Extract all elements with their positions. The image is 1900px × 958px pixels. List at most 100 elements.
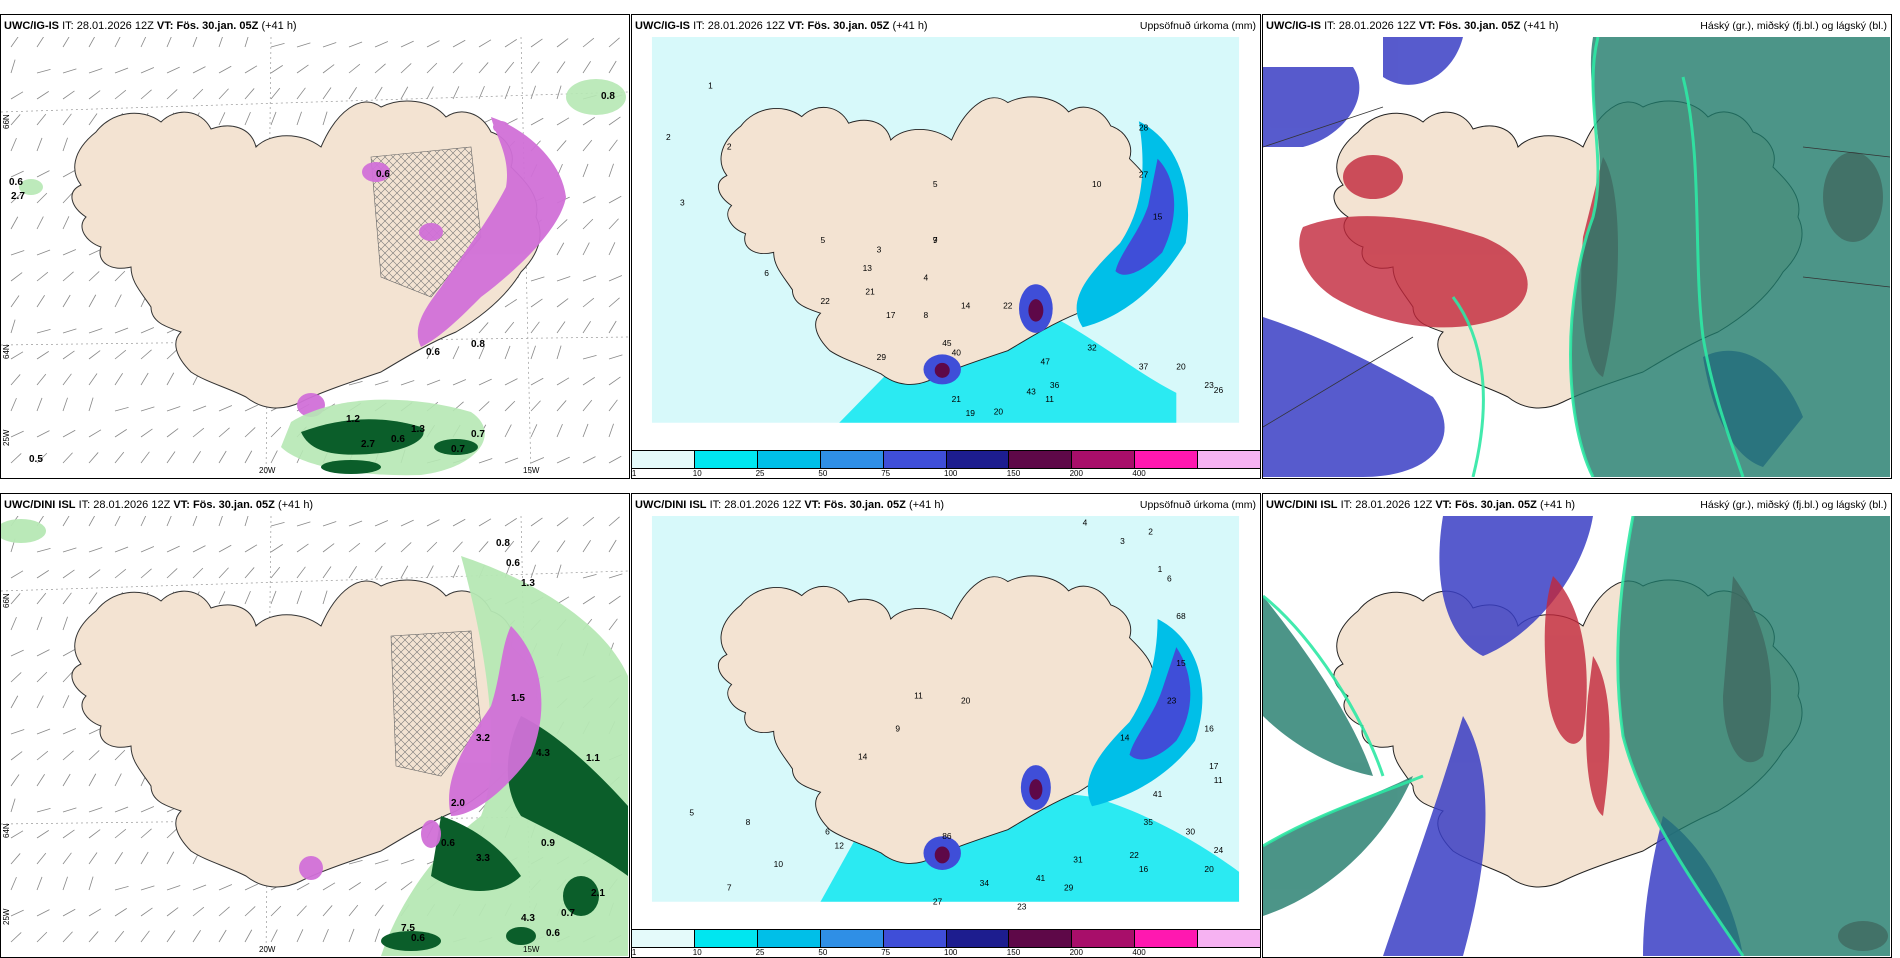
wind-barb [62, 547, 77, 553]
wind-barb [374, 520, 389, 527]
wind-barb [530, 298, 543, 308]
value-label: 11 [914, 691, 923, 701]
wind-barb [452, 62, 463, 74]
wind-barb [36, 830, 49, 839]
legend-swatch [1009, 930, 1073, 947]
panel-clouds-igis: UWC/IG-IS IT: 28.01.2026 12Z VT: Fös. 30… [1262, 14, 1892, 479]
wind-barb [556, 540, 566, 553]
wind-barb [270, 590, 277, 605]
wind-barb [582, 139, 593, 152]
wind-barb [114, 568, 127, 579]
wind-barb [270, 450, 278, 464]
wind-barb [556, 276, 571, 282]
value-label: 13 [863, 263, 873, 273]
wind-barb [478, 378, 492, 386]
wind-barb [36, 570, 49, 579]
wind-barb [556, 140, 567, 152]
value-label: 9 [895, 723, 900, 733]
legend-swatch [883, 451, 947, 468]
panel-wind-precip-igis: UWC/IG-IS IT: 28.01.2026 12Z VT: Fös. 30… [0, 14, 630, 479]
wind-barb [608, 399, 618, 412]
wind-barb [478, 345, 485, 360]
precip-extreme [934, 779, 1043, 864]
it-label: IT: [78, 499, 91, 511]
value-label: 5 [933, 179, 938, 189]
value-label: 0.7 [451, 444, 465, 455]
high-cloud-edge [1451, 37, 1745, 477]
panel-header: UWC/IG-IS IT: 28.01.2026 12Z VT: Fös. 30… [1263, 15, 1891, 37]
it-label: IT: [1324, 20, 1336, 32]
wind-barb [62, 169, 76, 178]
value-label: 0.6 [391, 434, 405, 445]
panel-wind-precip-dini: UWC/DINI ISL IT: 28.01.2026 12Z VT: Fös.… [0, 493, 630, 958]
wind-barb [452, 379, 467, 386]
wind-barb [582, 163, 589, 178]
value-label: 8 [746, 817, 751, 827]
wind-barb [270, 65, 283, 74]
wind-barb [608, 195, 622, 204]
wind-barb [426, 86, 434, 100]
wind-barb [426, 519, 440, 527]
wind-barb [504, 540, 515, 553]
wind-barb [582, 456, 596, 464]
wind-barb [270, 544, 283, 553]
wind-barb [270, 87, 281, 100]
wind-barb [348, 566, 357, 579]
wind-barb [166, 37, 172, 48]
wind-barb [608, 297, 620, 308]
legend-swatch [820, 930, 884, 947]
value-label: 45 [942, 338, 952, 348]
wind-barb [62, 616, 68, 631]
wind-barb [556, 242, 565, 256]
legend-tick: 25 [755, 469, 765, 478]
wind-barb [10, 272, 23, 282]
wind-barb [400, 63, 412, 74]
wind-barb [114, 327, 129, 334]
wind-barb [426, 565, 434, 579]
wind-barb [10, 729, 25, 735]
wind-barb [166, 428, 179, 438]
legend-tick: 100 [944, 469, 958, 478]
wind-barb [192, 545, 206, 553]
wind-barb [166, 828, 178, 839]
wind-barb [36, 68, 51, 74]
wind-barb [10, 319, 16, 334]
legend-swatch [757, 930, 821, 947]
value-label: 14 [961, 301, 971, 311]
wind-barb [140, 568, 152, 579]
wind-barb [400, 565, 409, 579]
wind-barb [10, 193, 22, 204]
value-label: 0.8 [496, 538, 510, 549]
wind-barb [296, 929, 304, 943]
value-label: 47 [1041, 357, 1051, 367]
wind-barb [582, 573, 597, 579]
value-label: 7 [727, 883, 732, 893]
panel-header: UWC/DINI ISL IT: 28.01.2026 12Z VT: Fös.… [1263, 494, 1891, 516]
wind-barb [478, 39, 492, 48]
wind-barb [36, 295, 45, 308]
wind-barb [166, 66, 180, 74]
wind-barb [10, 137, 17, 152]
value-label: 23 [1167, 695, 1177, 705]
wind-barb [218, 112, 226, 126]
wind-barb [166, 451, 176, 464]
wind-barb [322, 111, 328, 126]
wind-barb [556, 61, 566, 74]
wind-barb [62, 852, 72, 865]
wind-barb [556, 117, 570, 126]
wind-barb [322, 590, 328, 605]
wind-barb [244, 65, 258, 74]
wind-barb [218, 929, 227, 943]
wind-barb [244, 906, 256, 917]
wind-barb [62, 516, 70, 527]
lat-label-64n: 64N [2, 344, 11, 359]
value-label: 1.3 [521, 578, 535, 589]
wind-barb [88, 547, 103, 553]
wind-barb [608, 218, 619, 230]
wind-barb [36, 876, 43, 891]
wind-barb [244, 111, 251, 126]
wind-barb [322, 87, 332, 100]
wind-barb [348, 882, 361, 891]
wind-barb [582, 354, 597, 360]
wind-barb [400, 881, 413, 891]
